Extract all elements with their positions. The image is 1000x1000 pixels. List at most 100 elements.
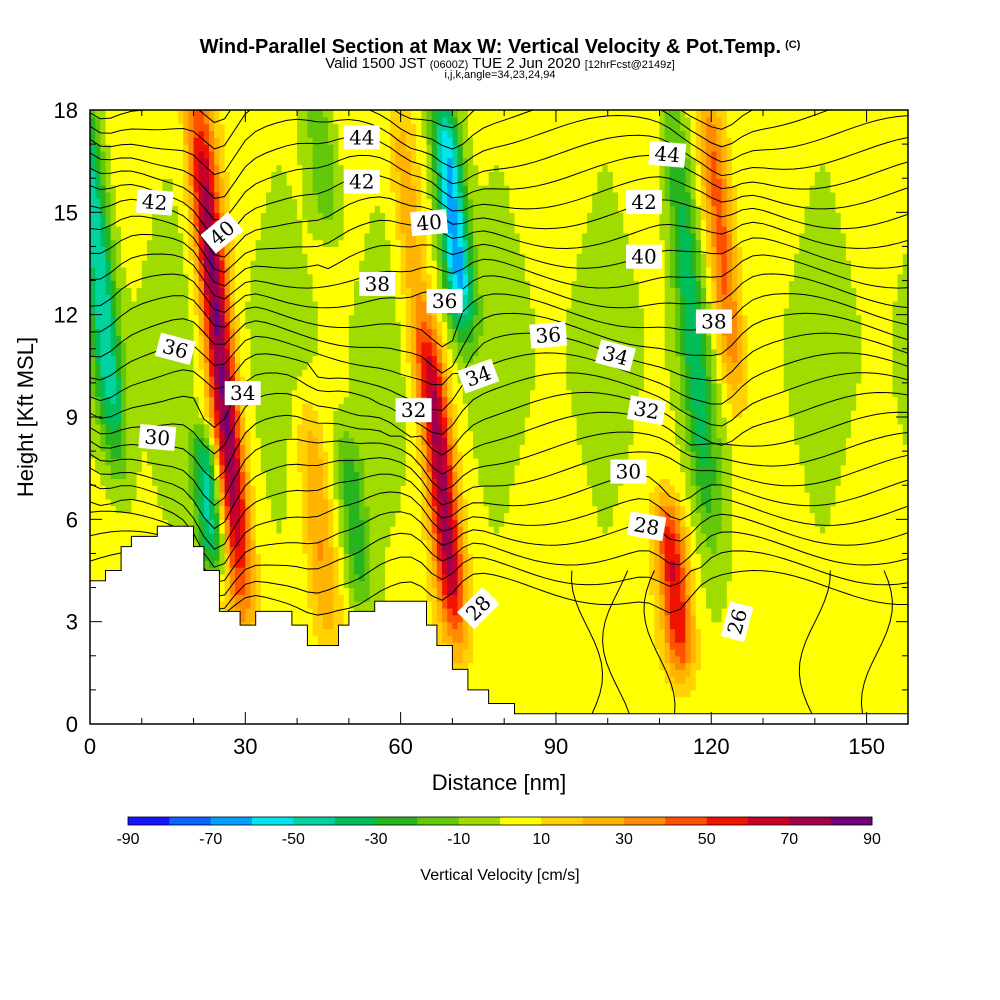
velocity-cell	[297, 498, 303, 507]
velocity-cell	[255, 144, 262, 152]
velocity-cell	[183, 437, 189, 445]
velocity-cell	[348, 348, 355, 357]
velocity-cell	[333, 191, 340, 200]
velocity-cell	[286, 219, 293, 227]
velocity-cell	[172, 498, 179, 507]
velocity-cell	[302, 314, 309, 323]
velocity-cell	[266, 539, 272, 548]
velocity-cell	[302, 410, 309, 418]
velocity-cell	[364, 512, 371, 520]
velocity-cell	[115, 335, 122, 343]
velocity-cell	[359, 417, 365, 425]
velocity-cell	[312, 423, 319, 432]
velocity-cell	[100, 341, 107, 350]
velocity-cell	[312, 614, 319, 623]
velocity-cell	[234, 212, 241, 220]
velocity-cell	[100, 417, 107, 425]
velocity-cell	[317, 417, 324, 425]
velocity-cell	[286, 150, 293, 159]
velocity-cell	[126, 451, 133, 459]
velocity-cell	[317, 130, 324, 138]
velocity-cell	[317, 376, 324, 384]
velocity-cell	[110, 335, 117, 343]
velocity-cell	[214, 526, 221, 534]
velocity-cell	[369, 594, 376, 602]
velocity-cell	[214, 110, 221, 118]
velocity-cell	[141, 116, 148, 125]
velocity-cell	[126, 519, 133, 527]
velocity-cell	[90, 205, 96, 213]
velocity-cell	[266, 492, 272, 500]
velocity-cell	[136, 137, 143, 145]
velocity-cell	[209, 301, 215, 309]
velocity-cell	[250, 225, 257, 234]
velocity-cell	[328, 505, 334, 514]
velocity-cell	[240, 369, 246, 377]
velocity-cell	[146, 116, 153, 125]
velocity-cell	[297, 171, 303, 179]
velocity-cell	[322, 587, 329, 595]
velocity-cell	[136, 464, 143, 473]
velocity-cell	[146, 362, 153, 370]
velocity-cell	[281, 137, 288, 145]
velocity-cell	[307, 580, 314, 589]
velocity-cell	[115, 376, 122, 384]
velocity-cell	[105, 171, 112, 179]
velocity-cell	[100, 314, 107, 323]
velocity-cell	[126, 492, 133, 500]
velocity-cell	[209, 505, 215, 514]
velocity-cell	[100, 144, 107, 152]
velocity-cell	[260, 485, 267, 493]
velocity-cell	[172, 403, 179, 411]
velocity-cell	[162, 116, 169, 125]
velocity-cell	[193, 307, 200, 316]
velocity-cell	[110, 403, 117, 411]
velocity-cell	[307, 485, 314, 493]
velocity-cell	[333, 560, 340, 568]
velocity-cell	[250, 116, 257, 125]
velocity-cell	[312, 444, 319, 452]
velocity-cell	[146, 266, 153, 275]
velocity-cell	[234, 314, 241, 323]
velocity-cell	[317, 614, 324, 623]
velocity-cell	[348, 403, 355, 411]
velocity-cell	[100, 266, 107, 275]
velocity-cell	[100, 471, 107, 479]
velocity-cell	[152, 273, 158, 282]
velocity-cell	[167, 485, 174, 493]
velocity-cell	[359, 239, 365, 248]
velocity-cell	[110, 423, 117, 432]
velocity-cell	[183, 225, 189, 234]
velocity-cell	[250, 492, 257, 500]
velocity-cell	[245, 328, 252, 336]
velocity-cell	[152, 451, 158, 459]
velocity-cell	[209, 376, 215, 384]
velocity-cell	[203, 110, 210, 118]
velocity-cell	[152, 498, 158, 507]
velocity-cell	[214, 150, 221, 159]
velocity-cell	[193, 287, 200, 295]
velocity-cell	[255, 417, 262, 425]
velocity-cell	[121, 137, 127, 145]
velocity-cell	[307, 198, 314, 207]
velocity-cell	[286, 287, 293, 295]
velocity-cell	[234, 471, 241, 479]
velocity-cell	[100, 198, 107, 207]
velocity-cell	[162, 239, 169, 248]
velocity-cell	[364, 485, 371, 493]
velocity-cell	[183, 417, 189, 425]
velocity-cell	[209, 341, 215, 350]
velocity-cell	[307, 608, 314, 616]
velocity-cell	[255, 437, 262, 445]
velocity-cell	[152, 185, 158, 193]
velocity-cell	[157, 410, 164, 418]
velocity-cell	[152, 362, 158, 370]
velocity-cell	[359, 219, 365, 227]
velocity-cell	[219, 498, 226, 507]
velocity-cell	[188, 505, 195, 514]
velocity-cell	[312, 260, 319, 268]
velocity-cell	[245, 512, 252, 520]
velocity-cell	[245, 451, 252, 459]
velocity-cell	[322, 526, 329, 534]
velocity-cell	[281, 287, 288, 295]
